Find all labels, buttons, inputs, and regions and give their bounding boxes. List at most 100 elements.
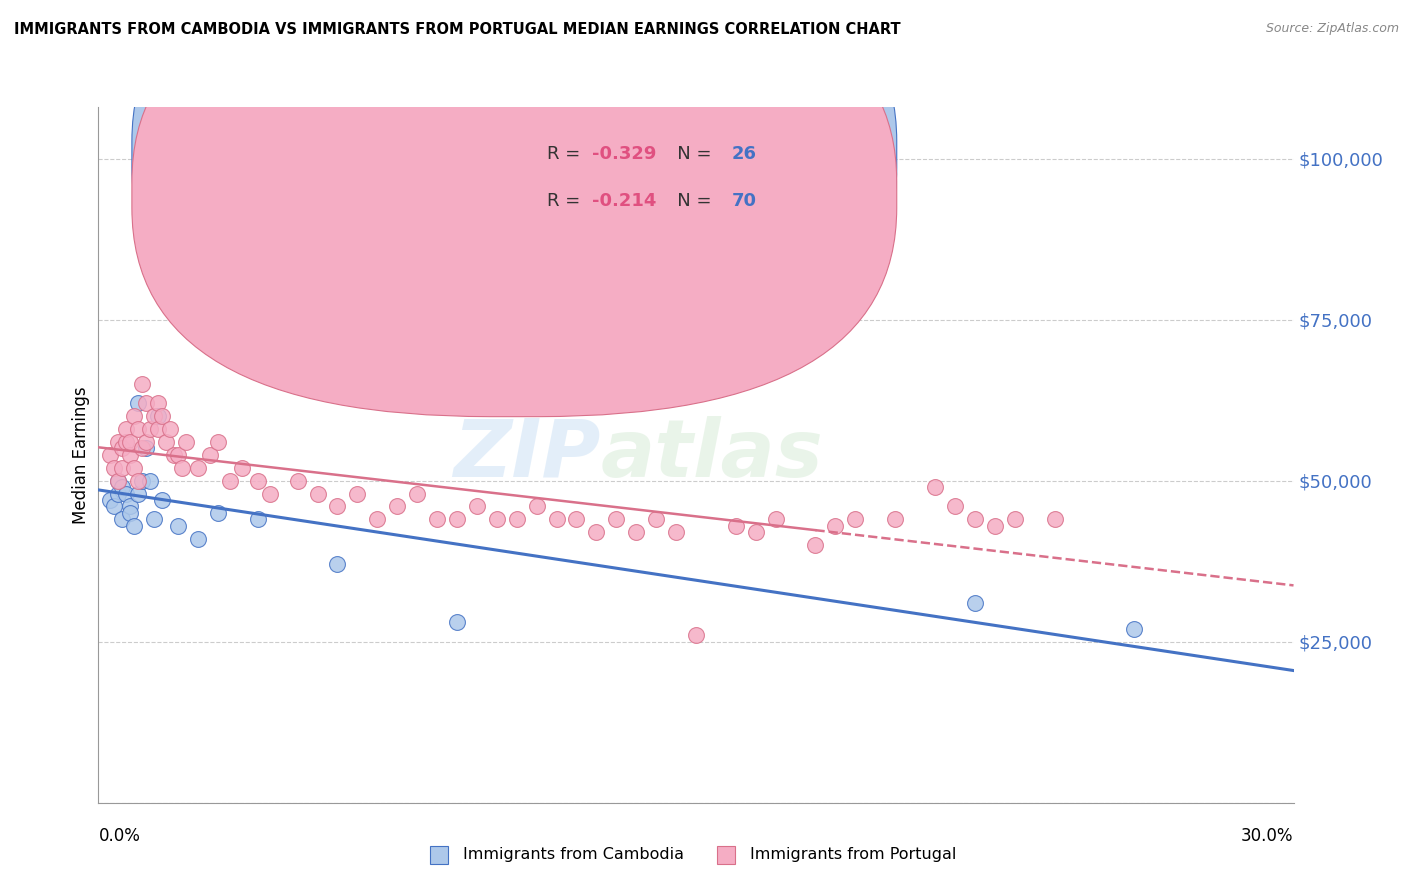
Point — [231, 460, 253, 475]
Point — [111, 460, 134, 475]
Point — [765, 512, 787, 526]
Point — [824, 518, 846, 533]
Point — [924, 480, 946, 494]
Point — [124, 409, 146, 424]
Point — [1123, 622, 1146, 636]
Point — [111, 480, 134, 494]
Text: Source: ZipAtlas.com: Source: ZipAtlas.com — [1265, 22, 1399, 36]
FancyBboxPatch shape — [132, 0, 897, 417]
Point — [127, 422, 149, 436]
Point — [103, 460, 125, 475]
Point — [187, 532, 209, 546]
Point — [131, 377, 153, 392]
Text: IMMIGRANTS FROM CAMBODIA VS IMMIGRANTS FROM PORTUGAL MEDIAN EARNINGS CORRELATION: IMMIGRANTS FROM CAMBODIA VS IMMIGRANTS F… — [14, 22, 901, 37]
Point — [107, 486, 129, 500]
Point — [148, 409, 170, 424]
Point — [406, 486, 429, 500]
Point — [115, 422, 138, 436]
Point — [426, 512, 449, 526]
Y-axis label: Median Earnings: Median Earnings — [72, 386, 90, 524]
Text: -0.214: -0.214 — [592, 192, 657, 210]
Point — [645, 512, 668, 526]
Point — [506, 512, 529, 526]
Point — [259, 486, 281, 500]
Point — [139, 422, 162, 436]
Point — [127, 474, 149, 488]
Point — [107, 474, 129, 488]
Point — [446, 512, 468, 526]
Point — [665, 525, 688, 540]
Point — [159, 422, 181, 436]
Point — [150, 409, 173, 424]
Point — [103, 500, 125, 514]
Point — [135, 435, 157, 450]
Point — [585, 525, 607, 540]
FancyBboxPatch shape — [481, 131, 797, 232]
Point — [187, 460, 209, 475]
Point — [287, 474, 309, 488]
Point — [844, 512, 866, 526]
Point — [307, 486, 329, 500]
Point — [963, 596, 986, 610]
Text: N =: N = — [661, 192, 717, 210]
Point — [1043, 512, 1066, 526]
Text: Immigrants from Cambodia: Immigrants from Cambodia — [463, 847, 683, 863]
Point — [100, 448, 122, 462]
Point — [207, 435, 229, 450]
Point — [626, 525, 648, 540]
Text: R =: R = — [547, 145, 585, 163]
Point — [446, 615, 468, 630]
Text: ZIP: ZIP — [453, 416, 600, 494]
Point — [246, 474, 269, 488]
Point — [135, 396, 157, 410]
Point — [163, 448, 186, 462]
Point — [984, 518, 1007, 533]
FancyBboxPatch shape — [132, 0, 897, 376]
Point — [111, 512, 134, 526]
Point — [107, 474, 129, 488]
Point — [120, 506, 142, 520]
Text: atlas: atlas — [600, 416, 823, 494]
Point — [107, 435, 129, 450]
Point — [111, 442, 134, 456]
Point — [139, 474, 162, 488]
Point — [485, 512, 508, 526]
Point — [465, 500, 488, 514]
Point — [1004, 512, 1026, 526]
Point — [120, 435, 142, 450]
Text: -0.329: -0.329 — [592, 145, 657, 163]
Point — [148, 396, 170, 410]
Point — [326, 500, 349, 514]
Text: 30.0%: 30.0% — [1241, 827, 1294, 845]
Point — [115, 435, 138, 450]
Point — [124, 460, 146, 475]
Point — [167, 448, 190, 462]
Point — [366, 512, 388, 526]
Point — [685, 628, 707, 642]
Point — [172, 460, 194, 475]
Point — [207, 506, 229, 520]
Point — [943, 500, 966, 514]
Text: 0.0%: 0.0% — [98, 827, 141, 845]
Point — [246, 512, 269, 526]
Point — [605, 512, 627, 526]
Point — [120, 500, 142, 514]
Point — [120, 448, 142, 462]
Point — [326, 558, 349, 572]
Point — [124, 518, 146, 533]
Point — [100, 493, 122, 508]
Point — [385, 500, 409, 514]
Point — [127, 486, 149, 500]
Point — [198, 448, 221, 462]
Point — [565, 512, 588, 526]
Point — [115, 486, 138, 500]
Point — [167, 518, 190, 533]
Text: 70: 70 — [733, 192, 756, 210]
Point — [150, 493, 173, 508]
Point — [804, 538, 827, 552]
Point — [135, 442, 157, 456]
Point — [219, 474, 242, 488]
Point — [724, 518, 747, 533]
Point — [346, 486, 368, 500]
Point — [546, 512, 568, 526]
